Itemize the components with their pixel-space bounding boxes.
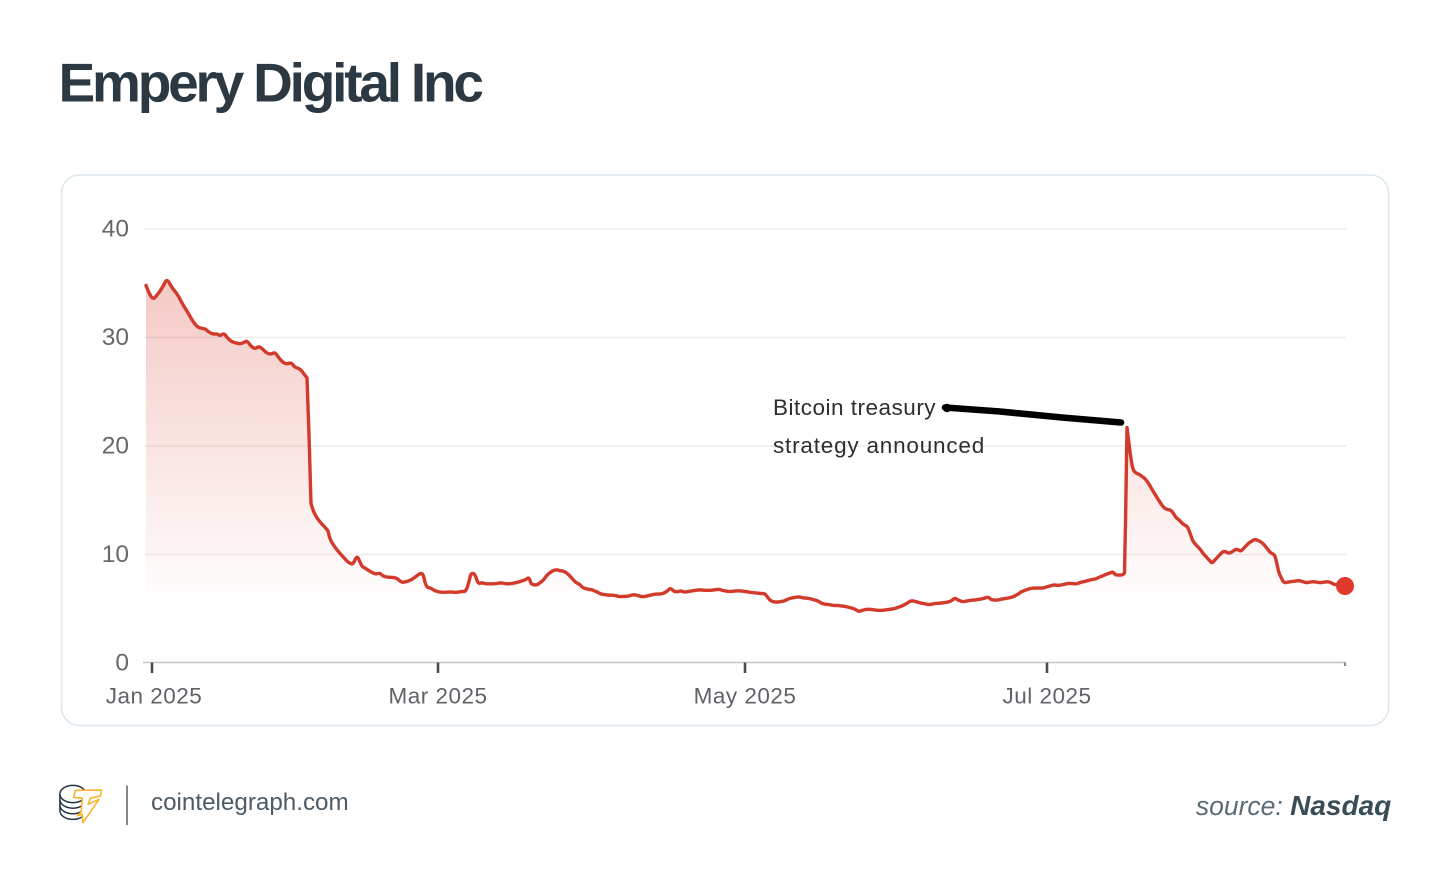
svg-text:Bitcoin treasury: Bitcoin treasury bbox=[773, 395, 936, 420]
svg-text:0: 0 bbox=[115, 650, 129, 677]
svg-text:Mar 2025: Mar 2025 bbox=[388, 684, 487, 709]
svg-text:Jul 2025: Jul 2025 bbox=[1002, 684, 1091, 709]
svg-text:source: Nasdaq: source: Nasdaq bbox=[1196, 790, 1391, 821]
svg-text:30: 30 bbox=[102, 324, 129, 351]
svg-text:strategy announced: strategy announced bbox=[773, 433, 985, 458]
svg-text:10: 10 bbox=[102, 541, 129, 568]
svg-text:40: 40 bbox=[102, 216, 129, 243]
svg-text:Empery Digital Inc: Empery Digital Inc bbox=[59, 52, 483, 114]
svg-text:May 2025: May 2025 bbox=[694, 684, 797, 709]
svg-text:20: 20 bbox=[102, 433, 129, 460]
svg-text:cointelegraph.com: cointelegraph.com bbox=[151, 789, 349, 816]
svg-text:Jan 2025: Jan 2025 bbox=[106, 684, 203, 709]
